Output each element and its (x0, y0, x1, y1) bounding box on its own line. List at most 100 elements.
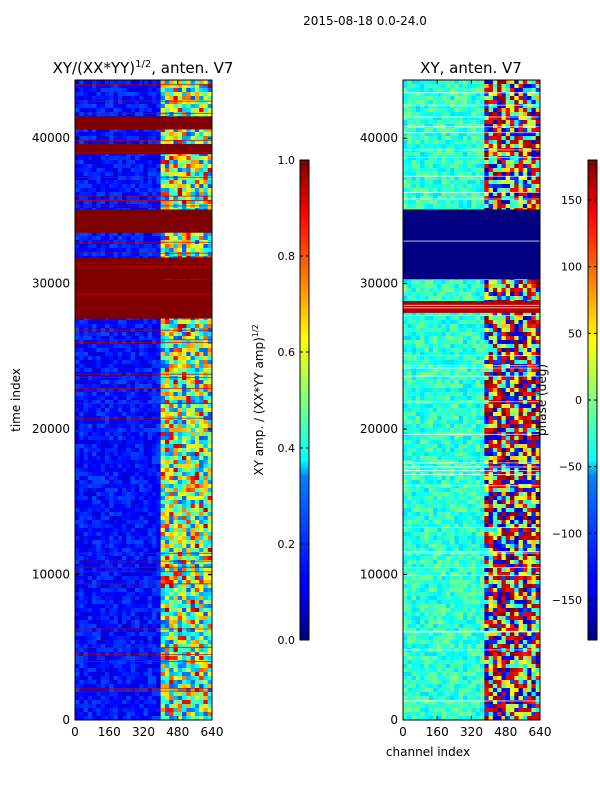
heatmap-cell (122, 492, 127, 497)
heatmap-cell (83, 468, 89, 473)
heatmap-cell (130, 108, 136, 113)
heatmap-cell (160, 380, 166, 385)
heatmap-cell (96, 616, 102, 621)
heatmap-cell (117, 404, 123, 409)
heatmap-cell (100, 232, 106, 237)
heatmap-cell (122, 396, 127, 401)
heatmap-cell (96, 460, 102, 465)
heatmap-cell (203, 164, 209, 169)
heatmap-cell (152, 320, 157, 325)
heatmap-cell (169, 428, 174, 433)
heatmap-cell (199, 80, 204, 85)
heatmap-cell (75, 332, 80, 337)
heatmap-cell (156, 140, 162, 145)
heatmap-cell (199, 568, 204, 573)
heatmap-cell (173, 532, 179, 537)
heatmap-cell (113, 152, 119, 157)
heatmap-cell (186, 400, 191, 405)
heatmap-cell (96, 476, 102, 481)
heatmap-cell (92, 540, 97, 545)
heatmap-cell (190, 128, 196, 133)
heatmap-cell (160, 112, 166, 117)
heatmap-cell (100, 552, 106, 557)
heatmap-cell (83, 128, 89, 133)
heatmap-cell (182, 392, 187, 397)
heatmap-cell (122, 476, 127, 481)
heatmap-cell (130, 556, 136, 561)
heatmap-cell (164, 360, 170, 365)
heatmap-cell (160, 688, 166, 693)
heatmap-cell (117, 680, 123, 685)
heatmap-cell (134, 644, 140, 649)
heatmap-cell (122, 380, 127, 385)
heatmap-cell (147, 152, 153, 157)
heatmap-cell (207, 132, 212, 137)
heatmap-cell (194, 444, 200, 449)
heatmap-cell (199, 612, 204, 617)
heatmap-cell (122, 484, 127, 489)
heatmap-cell (130, 492, 136, 497)
heatmap-cell (139, 628, 144, 633)
heatmap-cell (83, 196, 89, 201)
heatmap-cell (199, 548, 204, 553)
heatmap-cell (87, 104, 93, 109)
heatmap-cell (87, 508, 93, 513)
heatmap-cell (160, 136, 166, 141)
heatmap-cell (130, 624, 136, 629)
heatmap-cell (79, 168, 84, 173)
heatmap-cell (122, 232, 127, 237)
heatmap-cell (207, 668, 212, 673)
heatmap-cell (117, 508, 123, 513)
heatmap-cell (113, 512, 119, 517)
heatmap-cell (143, 592, 149, 597)
heatmap-cell (143, 552, 149, 557)
heatmap-cell (143, 348, 149, 353)
heatmap-cell (87, 184, 93, 189)
heatmap-cell (207, 576, 212, 581)
heatmap-cell (130, 660, 136, 665)
heatmap-cell (96, 352, 102, 357)
heatmap-cell (143, 188, 149, 193)
heatmap-cell (96, 552, 102, 557)
heatmap-cell (147, 648, 153, 653)
heatmap-cell (100, 516, 106, 521)
heatmap-cell (169, 252, 174, 257)
heatmap-cell (194, 656, 200, 661)
heatmap-cell (109, 400, 114, 405)
heatmap-cell (207, 480, 212, 485)
heatmap-cell (109, 588, 114, 593)
heatmap-cell (173, 556, 179, 561)
heatmap-cell (177, 468, 183, 473)
heatmap-cell (203, 92, 209, 97)
heatmap-cell (139, 588, 144, 593)
heatmap-cell (104, 128, 110, 133)
heatmap-cell (173, 324, 179, 329)
heatmap-cell (199, 404, 204, 409)
heatmap-cell (117, 588, 123, 593)
heatmap-cell (164, 628, 170, 633)
heatmap-cell (126, 628, 132, 633)
heatmap-cell (182, 688, 187, 693)
heatmap-cell (190, 624, 196, 629)
heatmap-cell (92, 492, 97, 497)
heatmap-cell (207, 524, 212, 529)
heatmap-cell (143, 108, 149, 113)
heatmap-cell (117, 200, 123, 205)
heatmap-cell (104, 696, 110, 701)
heatmap-cell (182, 232, 187, 237)
heatmap-cell (75, 436, 80, 441)
heatmap-cell (203, 508, 209, 513)
heatmap-cell (152, 672, 157, 677)
heatmap-cell (87, 232, 93, 237)
heatmap-cell (160, 660, 166, 665)
heatmap-cell (164, 476, 170, 481)
heatmap-cell (122, 336, 127, 341)
heatmap-cell (152, 496, 157, 501)
heatmap-cell (160, 396, 166, 401)
heatmap-cell (182, 324, 187, 329)
heatmap-cell (75, 588, 80, 593)
heatmap-cell (134, 624, 140, 629)
heatmap-cell (117, 384, 123, 389)
heatmap-cell (164, 252, 170, 257)
heatmap-cell (79, 496, 84, 501)
